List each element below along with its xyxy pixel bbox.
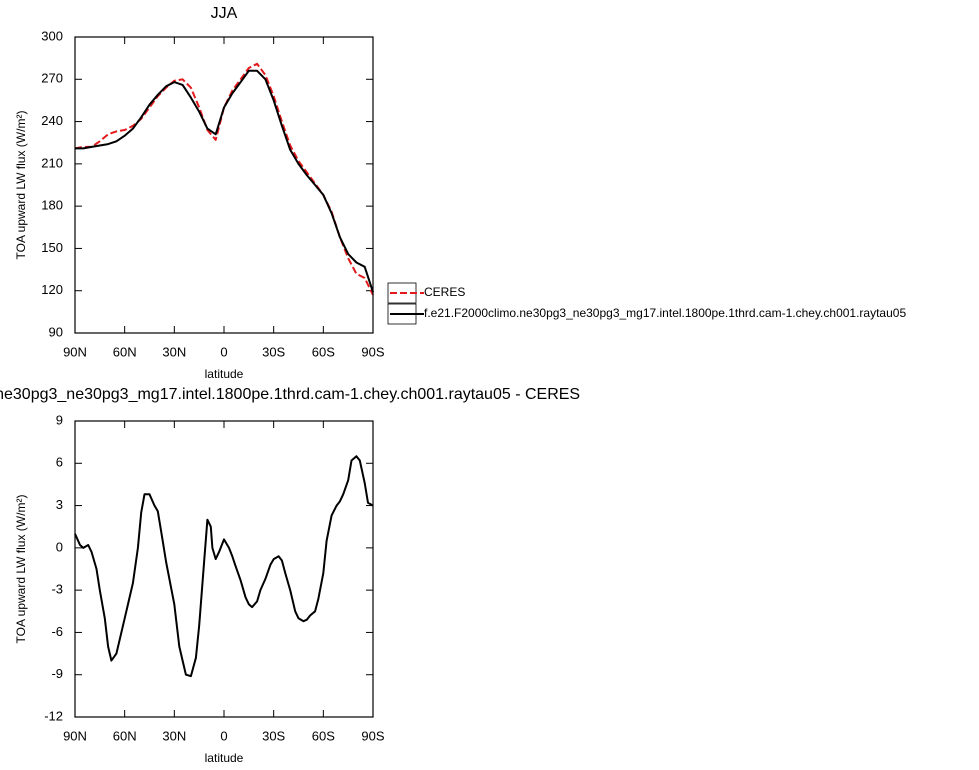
y-tick-label: -9	[51, 666, 63, 681]
y-tick-label: 210	[41, 155, 63, 170]
x-tick-label: 30N	[162, 344, 186, 359]
y-tick-label: 180	[41, 198, 63, 213]
y-tick-label: 0	[56, 539, 63, 554]
chart-title: JJA	[211, 5, 238, 22]
x-tick-label: 30N	[162, 728, 186, 743]
plot-frame	[74, 420, 374, 718]
y-tick-label: 90	[49, 324, 63, 339]
legend-label: CERES	[424, 285, 465, 299]
x-tick-label: 90N	[63, 728, 87, 743]
y-tick-label: 120	[41, 282, 63, 297]
x-axis-label: latitude	[205, 751, 244, 765]
x-tick-label: 90N	[63, 344, 87, 359]
x-tick-label: 0	[220, 344, 227, 359]
y-tick-label: 300	[41, 28, 63, 43]
y-tick-label: 240	[41, 113, 63, 128]
x-tick-label: 60S	[312, 728, 335, 743]
series-line	[75, 69, 374, 293]
plot-frame	[74, 36, 374, 334]
x-tick-label: 60N	[113, 728, 137, 743]
chart-title: f.e21.F2000climo.ne30pg3_ne30pg3_mg17.in…	[0, 386, 580, 403]
y-tick-label: 270	[41, 71, 63, 86]
x-tick-label: 60S	[312, 344, 335, 359]
y-tick-label: -3	[51, 582, 63, 597]
y-axis-label: TOA upward LW flux (W/m²)	[14, 495, 28, 644]
x-tick-label: 30S	[262, 728, 285, 743]
y-axis-label: TOA upward LW flux (W/m²)	[14, 111, 28, 260]
y-tick-label: -6	[51, 624, 63, 639]
x-axis-label: latitude	[205, 367, 244, 381]
series-line	[74, 62, 374, 296]
y-tick-label: 9	[56, 412, 63, 427]
x-tick-label: 60N	[113, 344, 137, 359]
legend-label: f.e21.F2000climo.ne30pg3_ne30pg3_mg17.in…	[424, 306, 906, 320]
y-tick-label: 3	[56, 497, 63, 512]
y-tick-label: -12	[44, 708, 63, 723]
x-tick-label: 90S	[361, 344, 384, 359]
x-tick-label: 30S	[262, 344, 285, 359]
y-tick-label: 150	[41, 240, 63, 255]
x-tick-label: 90S	[361, 728, 384, 743]
y-tick-label: 6	[56, 455, 63, 470]
data-line	[74, 455, 374, 678]
x-tick-label: 0	[220, 728, 227, 743]
